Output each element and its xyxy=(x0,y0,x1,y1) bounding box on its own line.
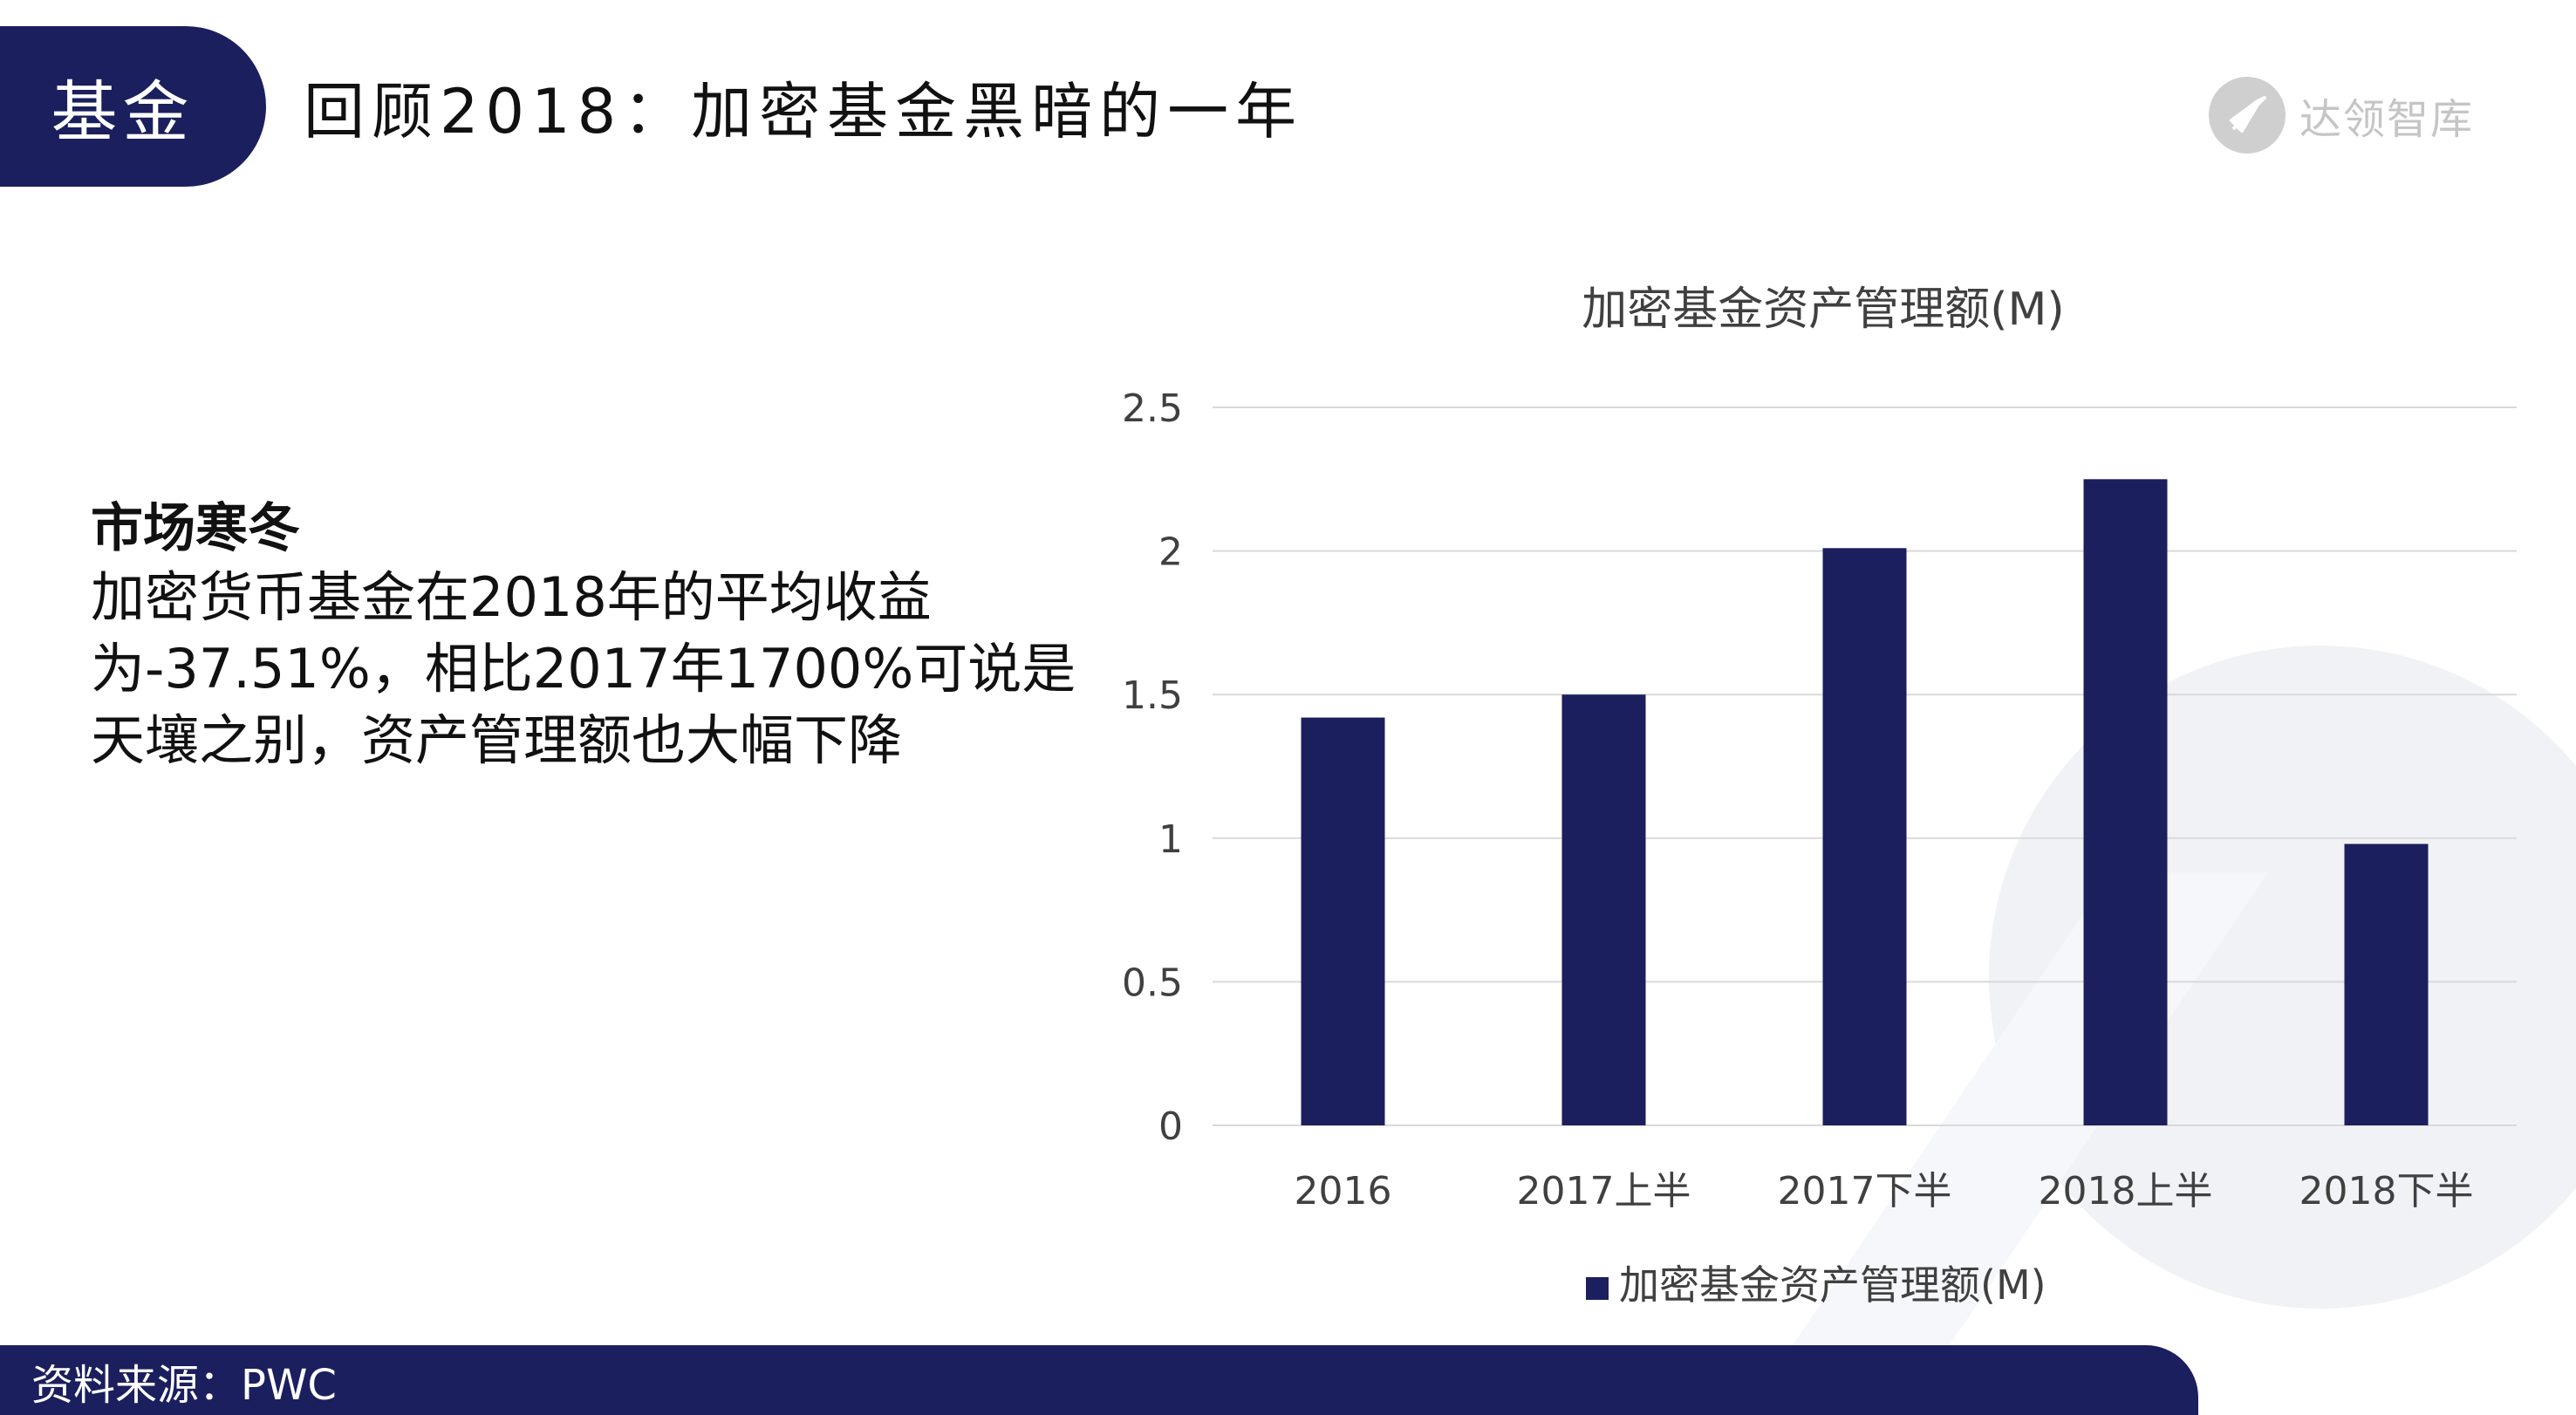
section-tag: 基金 xyxy=(0,26,266,187)
y-tick-label: 0 xyxy=(1158,1104,1183,1149)
y-tick-label: 2 xyxy=(1158,530,1183,575)
bar-2017上半 xyxy=(1561,694,1646,1125)
source-bar: 资料来源：PWC xyxy=(0,1345,2198,1415)
section-tag-label: 基金 xyxy=(51,73,195,151)
aum-bar-chart: 加密基金资产管理额(M) 0 0.5 1 1.5 2 2.5 2016 2017上半 2017… xyxy=(1122,284,2517,1309)
rocket-icon xyxy=(2209,77,2286,154)
summary-text: 市场寒冬 加密货币基金在2018年的平均收益为-37.51%，相比2017年17… xyxy=(91,496,1076,776)
page-title: 回顾2018：加密基金黑暗的一年 xyxy=(304,76,1304,147)
bar-2018上半 xyxy=(2083,479,2168,1125)
chart-bars xyxy=(1301,479,2429,1125)
section-heading: 市场寒冬 xyxy=(91,498,300,559)
source-citation: 资料来源：PWC xyxy=(31,1361,337,1410)
y-tick-label: 1.5 xyxy=(1122,673,1183,718)
brand-name: 达领智库 xyxy=(2299,95,2475,144)
brand-logo: 达领智库 xyxy=(2207,75,2474,155)
bar-2016 xyxy=(1301,717,1385,1125)
y-tick-label: 0.5 xyxy=(1122,960,1183,1005)
chart-legend: 加密基金资产管理额(M) xyxy=(1586,1261,2046,1309)
x-tick-label: 2018上半 xyxy=(2039,1169,2213,1213)
bar-2017下半 xyxy=(1822,548,1907,1125)
x-tick-label: 2016 xyxy=(1295,1169,1392,1213)
x-tick-label: 2017下半 xyxy=(1778,1169,1952,1213)
chart-title: 加密基金资产管理额(M) xyxy=(1582,284,2064,336)
x-axis-ticks: 2016 2017上半 2017下半 2018上半 2018下半 xyxy=(1295,1169,2474,1213)
x-tick-label: 2017上半 xyxy=(1517,1169,1691,1213)
legend-label: 加密基金资产管理额(M) xyxy=(1619,1261,2046,1309)
y-tick-label: 1 xyxy=(1158,817,1183,862)
y-tick-label: 2.5 xyxy=(1122,386,1183,431)
x-tick-label: 2018下半 xyxy=(2299,1169,2474,1213)
bar-2018下半 xyxy=(2344,844,2429,1125)
legend-swatch xyxy=(1586,1277,1609,1300)
section-body: 加密货币基金在2018年的平均收益为-37.51%，相比2017年1700%可说… xyxy=(91,565,1076,772)
y-axis-ticks: 0 0.5 1 1.5 2 2.5 xyxy=(1122,386,1183,1149)
